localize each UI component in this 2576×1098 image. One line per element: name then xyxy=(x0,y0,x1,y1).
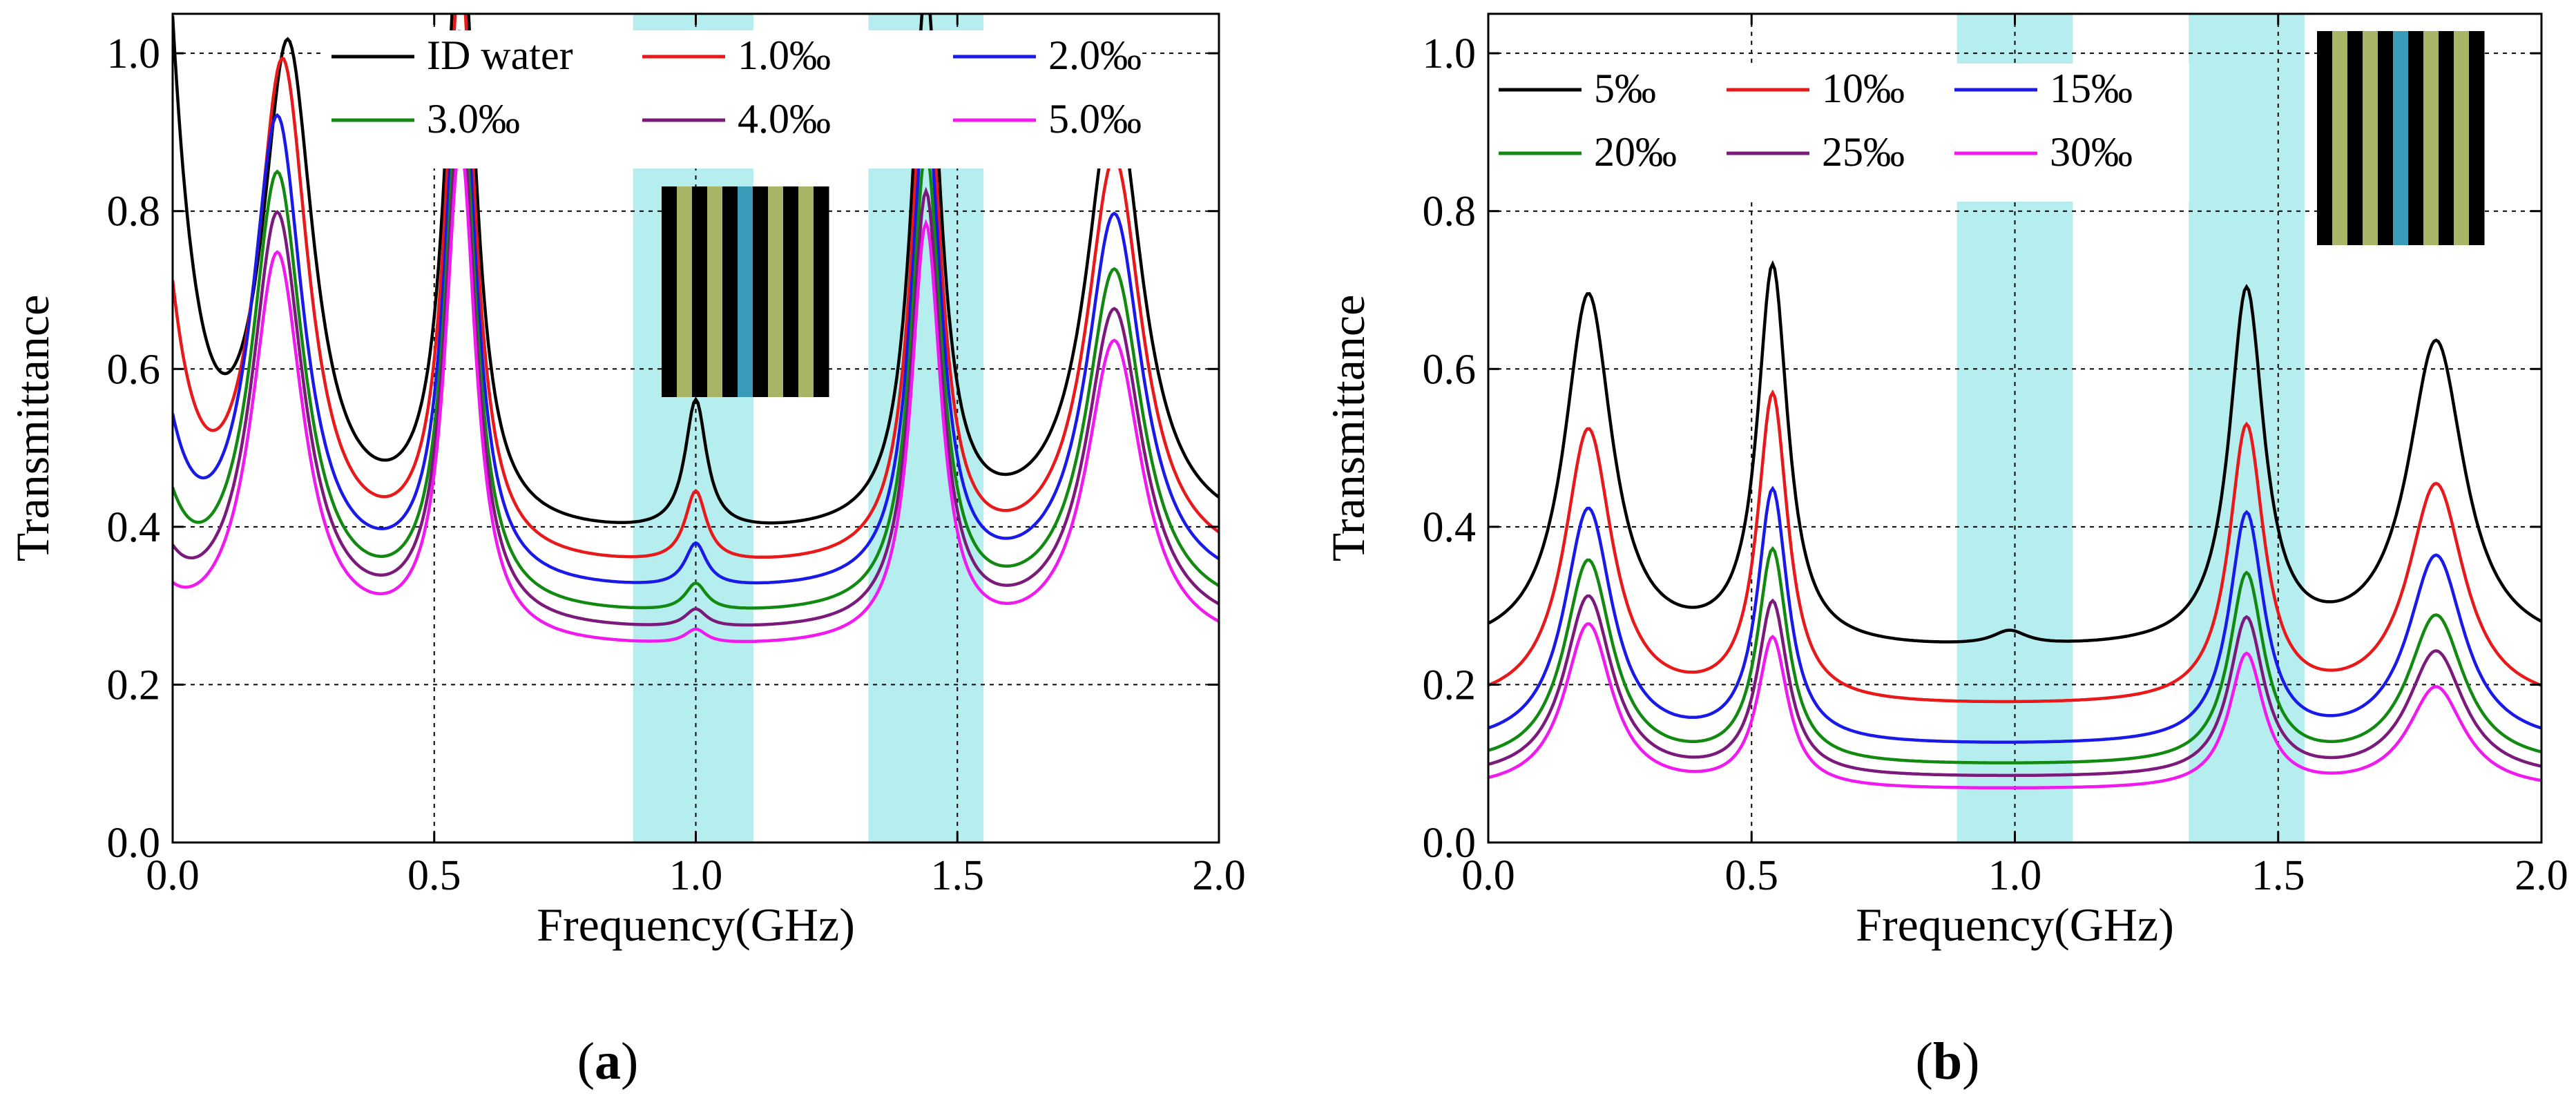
y-tick-label: 0.2 xyxy=(107,662,161,709)
legend-label: 3.0‰ xyxy=(427,96,520,142)
caption-b-letter: b xyxy=(1933,1032,1962,1090)
legend-box xyxy=(1492,64,2189,202)
legend-label: 20‰ xyxy=(1594,129,1677,175)
x-tick-label: 2.0 xyxy=(2515,852,2568,899)
y-tick-label: 0.6 xyxy=(107,346,161,393)
x-tick-label: 1.0 xyxy=(669,852,723,899)
caption-b-close: ) xyxy=(1962,1032,1979,1090)
inset-stripe xyxy=(2317,31,2333,245)
inset-stripe xyxy=(2454,31,2470,245)
x-axis-title: Frequency(GHz) xyxy=(1856,898,2174,951)
panel-a: ID water 1.0‰ 2.0‰ 3.0‰ 4.0‰ 5.0‰ 0.0 0.5 1.0 1.5… xyxy=(6,12,1246,951)
caption-b-open: ( xyxy=(1916,1032,1933,1090)
caption-a: (a) xyxy=(577,1032,639,1090)
inset-stripe xyxy=(738,186,753,397)
legend-label: 15‰ xyxy=(2050,66,2133,111)
series-line-15‰ xyxy=(1488,485,2541,744)
inset-stripe xyxy=(2423,31,2439,245)
series-line-5.0‰ xyxy=(173,142,1219,644)
inset-stripe xyxy=(783,186,799,397)
series-line-1.0‰ xyxy=(173,14,1219,559)
legend-label: 2.0‰ xyxy=(1048,32,1142,78)
inset-stripe xyxy=(2363,31,2378,245)
series-line-2.0‰ xyxy=(173,30,1219,585)
legend-label: 5.0‰ xyxy=(1048,96,1142,142)
inset-stripe xyxy=(2439,31,2454,245)
inset-stripe xyxy=(814,186,829,397)
series-line-10‰ xyxy=(1488,389,2541,704)
inset-stripe xyxy=(753,186,769,397)
legend-label: 1.0‰ xyxy=(738,32,831,78)
inset-structure-image xyxy=(2317,31,2485,245)
series-line-5‰ xyxy=(1488,260,2541,644)
inset-stripe xyxy=(2469,31,2485,245)
x-tick-label: 0.5 xyxy=(407,852,461,899)
y-tick-label: 0.8 xyxy=(107,189,161,235)
inset-stripe xyxy=(692,186,708,397)
inset-stripe xyxy=(2347,31,2363,245)
caption-a-open: ( xyxy=(577,1032,595,1090)
y-tick-label: 0.2 xyxy=(1423,662,1477,709)
series-line-30‰ xyxy=(1488,622,2541,790)
legend-box xyxy=(325,30,1140,168)
x-tick-label: 0.0 xyxy=(146,852,200,899)
inset-stripe xyxy=(768,186,784,397)
legend-label: 5‰ xyxy=(1594,66,1656,111)
inset-stripe xyxy=(662,186,677,397)
panel-b: 5‰ 10‰ 15‰ 20‰ 25‰ 30‰ 0.0 0.5 1.0 1.5 2.0 0.0 0.2 0.… xyxy=(1322,12,2568,951)
legend-label: 10‰ xyxy=(1822,66,1905,111)
caption-a-close: ) xyxy=(621,1032,638,1090)
legend-label: 30‰ xyxy=(2050,129,2133,175)
y-tick-label: 0.0 xyxy=(107,820,161,867)
y-axis-title: Transmittance xyxy=(6,295,59,562)
inset-stripe xyxy=(707,186,723,397)
inset-stripe xyxy=(798,186,814,397)
series-line-3.0‰ xyxy=(173,78,1219,610)
inset-stripe xyxy=(722,186,738,397)
inset-stripe xyxy=(2393,31,2409,245)
legend-label: 4.0‰ xyxy=(738,96,831,142)
legend-label: 25‰ xyxy=(1822,129,1905,175)
series-line-ID water xyxy=(173,14,1219,525)
x-tick-label: 0.5 xyxy=(1725,852,1779,899)
series-line-4.0‰ xyxy=(173,110,1219,627)
inset-stripe xyxy=(2408,31,2424,245)
x-tick-label: 0.0 xyxy=(1461,852,1515,899)
inset-stripe xyxy=(2332,31,2348,245)
y-tick-label: 0.6 xyxy=(1423,346,1477,393)
y-tick-label: 1.0 xyxy=(107,30,161,77)
y-axis-title: Transmittance xyxy=(1322,295,1374,562)
y-tick-label: 0.8 xyxy=(1423,189,1477,235)
legend-label: ID water xyxy=(427,32,573,78)
caption-b: (b) xyxy=(1916,1032,1980,1090)
x-tick-label: 1.5 xyxy=(931,852,985,899)
x-tick-label: 1.0 xyxy=(1988,852,2042,899)
y-tick-label: 1.0 xyxy=(1423,30,1477,77)
inset-structure-image xyxy=(662,186,829,397)
y-tick-label: 0.4 xyxy=(107,504,161,551)
inset-stripe xyxy=(677,186,693,397)
highlight-band xyxy=(2189,14,2305,842)
x-tick-label: 2.0 xyxy=(1192,852,1246,899)
y-tick-label: 0.4 xyxy=(1423,504,1477,551)
series-line-25‰ xyxy=(1488,594,2541,778)
x-axis-title: Frequency(GHz) xyxy=(537,898,855,951)
series-line-20‰ xyxy=(1488,546,2541,764)
x-tick-label: 1.5 xyxy=(2251,852,2305,899)
y-tick-label: 0.0 xyxy=(1423,820,1477,867)
caption-a-letter: a xyxy=(595,1032,621,1090)
inset-stripe xyxy=(2378,31,2394,245)
